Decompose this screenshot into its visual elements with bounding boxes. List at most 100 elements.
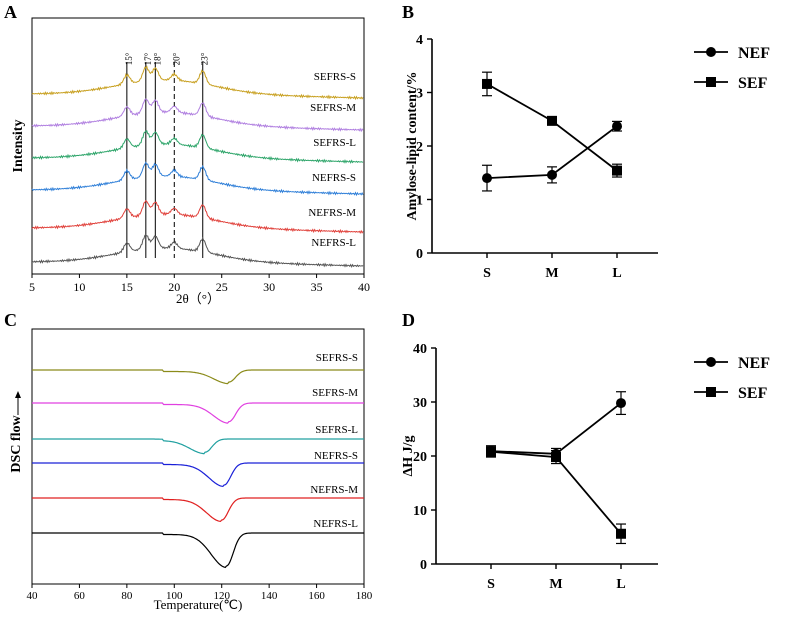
x-tick-label-40: 40 — [358, 280, 370, 294]
x-tick-label-35: 35 — [311, 280, 323, 294]
panel-d-ylabel: ΔH J/g — [401, 435, 416, 476]
x-tick-label-20: 20 — [168, 280, 180, 294]
panel-c-flow-arrow — [15, 391, 21, 415]
dsc-label-sefrs-s: SEFRS-S — [316, 352, 358, 364]
sef-point-M — [551, 452, 561, 463]
xrd-label-sefrs-l: SEFRS-L — [313, 137, 356, 149]
x-tick-label-5: 5 — [29, 280, 35, 294]
panel-a: A Intensity 2θ（°） 5 10 15 20 25 30 35 40 15° 17°… — [4, 2, 370, 306]
xrd-label-nefrs-s: NEFRS-S — [312, 172, 356, 184]
nef-point-S — [482, 173, 492, 184]
legend-label-sef: SEF — [738, 75, 768, 92]
panel-c-curves: SEFRS-S SEFRS-M SEFRS-L NEFRS-S NEFRS-M NEFRS… — [32, 352, 364, 569]
sef-line — [486, 83, 618, 172]
panel-b-axes: 0 1 2 3 4 S M L — [416, 33, 658, 281]
x-tick-label-180: 180 — [356, 590, 373, 602]
legend-label-sef: SEF — [738, 385, 768, 402]
panel-c-xlabel: Temperature(℃) — [154, 597, 243, 612]
y-tick-label-1: 1 — [416, 194, 423, 209]
y-tick-label-20: 20 — [413, 450, 427, 465]
xrd-label-nefrs-m: NEFRS-M — [308, 207, 356, 219]
dsc-label-nefrs-s: NEFRS-S — [314, 450, 358, 462]
peak-marker-label-15: 15° — [124, 52, 134, 65]
y-tick-label-10: 10 — [413, 504, 427, 519]
xrd-curve-sefrs-l — [31, 130, 364, 164]
legend-marker-sef — [706, 77, 716, 87]
y-tick-label-4: 4 — [416, 33, 423, 48]
x-tick-label-100: 100 — [166, 590, 183, 602]
x-tick-label-M: M — [545, 266, 558, 281]
x-tick-label-S: S — [483, 266, 491, 281]
x-tick-label-L: L — [612, 266, 621, 281]
peak-marker-label-17: 17° — [143, 52, 153, 65]
y-tick-label-2: 2 — [416, 140, 423, 155]
dsc-curve-nefrs-s — [32, 462, 364, 488]
x-tick-label-S: S — [487, 577, 495, 592]
y-tick-label-30: 30 — [413, 396, 427, 411]
dsc-label-nefrs-m: NEFRS-M — [310, 484, 358, 496]
panel-c-ylabel: DSC flow — [9, 415, 24, 473]
dsc-label-nefrs-l: NEFRS-L — [313, 518, 358, 530]
x-tick-label-40: 40 — [27, 590, 39, 602]
panel-d-legend: NEF SEF — [694, 355, 770, 402]
panel-b-legend: NEF SEF — [694, 45, 770, 92]
y-tick-label-0: 0 — [420, 558, 427, 573]
y-tick-label-3: 3 — [416, 87, 423, 102]
dsc-curve-sefrs-m — [32, 402, 364, 424]
dsc-label-sefrs-m: SEFRS-M — [312, 387, 358, 399]
panel-a-ylabel: Intensity — [11, 120, 26, 173]
x-tick-label-L: L — [616, 577, 625, 592]
x-tick-label-15: 15 — [121, 280, 133, 294]
xrd-curve-nefrs-s — [31, 161, 364, 197]
xrd-curve-sefrs-m — [31, 98, 364, 133]
dsc-curve-nefrs-l — [32, 532, 364, 569]
panel-a-curves: SEFRS-S SEFRS-M SEFRS-L NEFRS-S NEFRS-M NEFRS… — [31, 65, 364, 269]
sef-point-S — [486, 446, 496, 457]
nef-point-L — [612, 121, 622, 132]
panel-label-d: D — [402, 310, 415, 330]
panel-a-peak-markers: 15° 17° 18° 20° 23° — [124, 52, 210, 258]
panel-b-ylabel: Amylose-lipid content/% — [405, 72, 420, 221]
x-tick-label-25: 25 — [216, 280, 228, 294]
x-tick-label-30: 30 — [263, 280, 275, 294]
x-tick-label-M: M — [549, 577, 562, 592]
xrd-label-sefrs-s: SEFRS-S — [314, 71, 356, 83]
nef-point-M — [547, 169, 557, 180]
panel-c-frame — [31, 328, 365, 585]
panel-d-axes: 0 10 20 30 40 S M L — [413, 342, 658, 592]
peak-marker-label-20: 20° — [171, 52, 181, 65]
xrd-curve-nefrs-l — [32, 234, 364, 269]
xrd-curve-nefrs-m — [31, 199, 364, 234]
sef-point-L — [616, 528, 626, 539]
panel-d-series — [486, 391, 626, 545]
dsc-curve-nefrs-m — [32, 497, 364, 523]
panel-c: C DSC flow Temperature(℃) 40 60 80 100 120 14… — [4, 310, 373, 612]
panel-label-b: B — [402, 2, 414, 22]
x-tick-label-10: 10 — [73, 280, 85, 294]
panel-d: D ΔH J/g 0 10 20 30 40 S M L NEF SEF — [401, 310, 770, 592]
x-tick-label-160: 160 — [308, 590, 325, 602]
x-tick-label-80: 80 — [121, 590, 133, 602]
sef-point-S — [482, 78, 492, 89]
panel-a-x-ticks: 5 10 15 20 25 30 35 40 — [29, 274, 370, 294]
x-tick-label-140: 140 — [261, 590, 278, 602]
peak-marker-label-23: 23° — [200, 52, 210, 65]
panel-b: B Amylose-lipid content/% 0 1 2 3 4 S M L NEF SE… — [402, 2, 770, 281]
panel-label-c: C — [4, 310, 17, 330]
peak-marker-label-18: 18° — [152, 52, 162, 65]
panel-b-series — [482, 71, 622, 192]
y-tick-label-0: 0 — [416, 247, 423, 262]
dsc-curve-sefrs-s — [32, 369, 364, 385]
panel-a-xlabel: 2θ（°） — [176, 291, 220, 306]
sef-point-L — [612, 165, 622, 176]
panel-a-frame — [31, 17, 365, 275]
xrd-label-sefrs-m: SEFRS-M — [310, 102, 356, 114]
legend-marker-sef — [706, 387, 716, 397]
panel-label-a: A — [4, 2, 17, 22]
nef-point-L — [616, 398, 626, 409]
dsc-curve-sefrs-l — [32, 438, 364, 455]
x-tick-label-120: 120 — [213, 590, 230, 602]
legend-marker-nef — [706, 357, 716, 367]
dsc-label-sefrs-l: SEFRS-L — [315, 424, 358, 436]
